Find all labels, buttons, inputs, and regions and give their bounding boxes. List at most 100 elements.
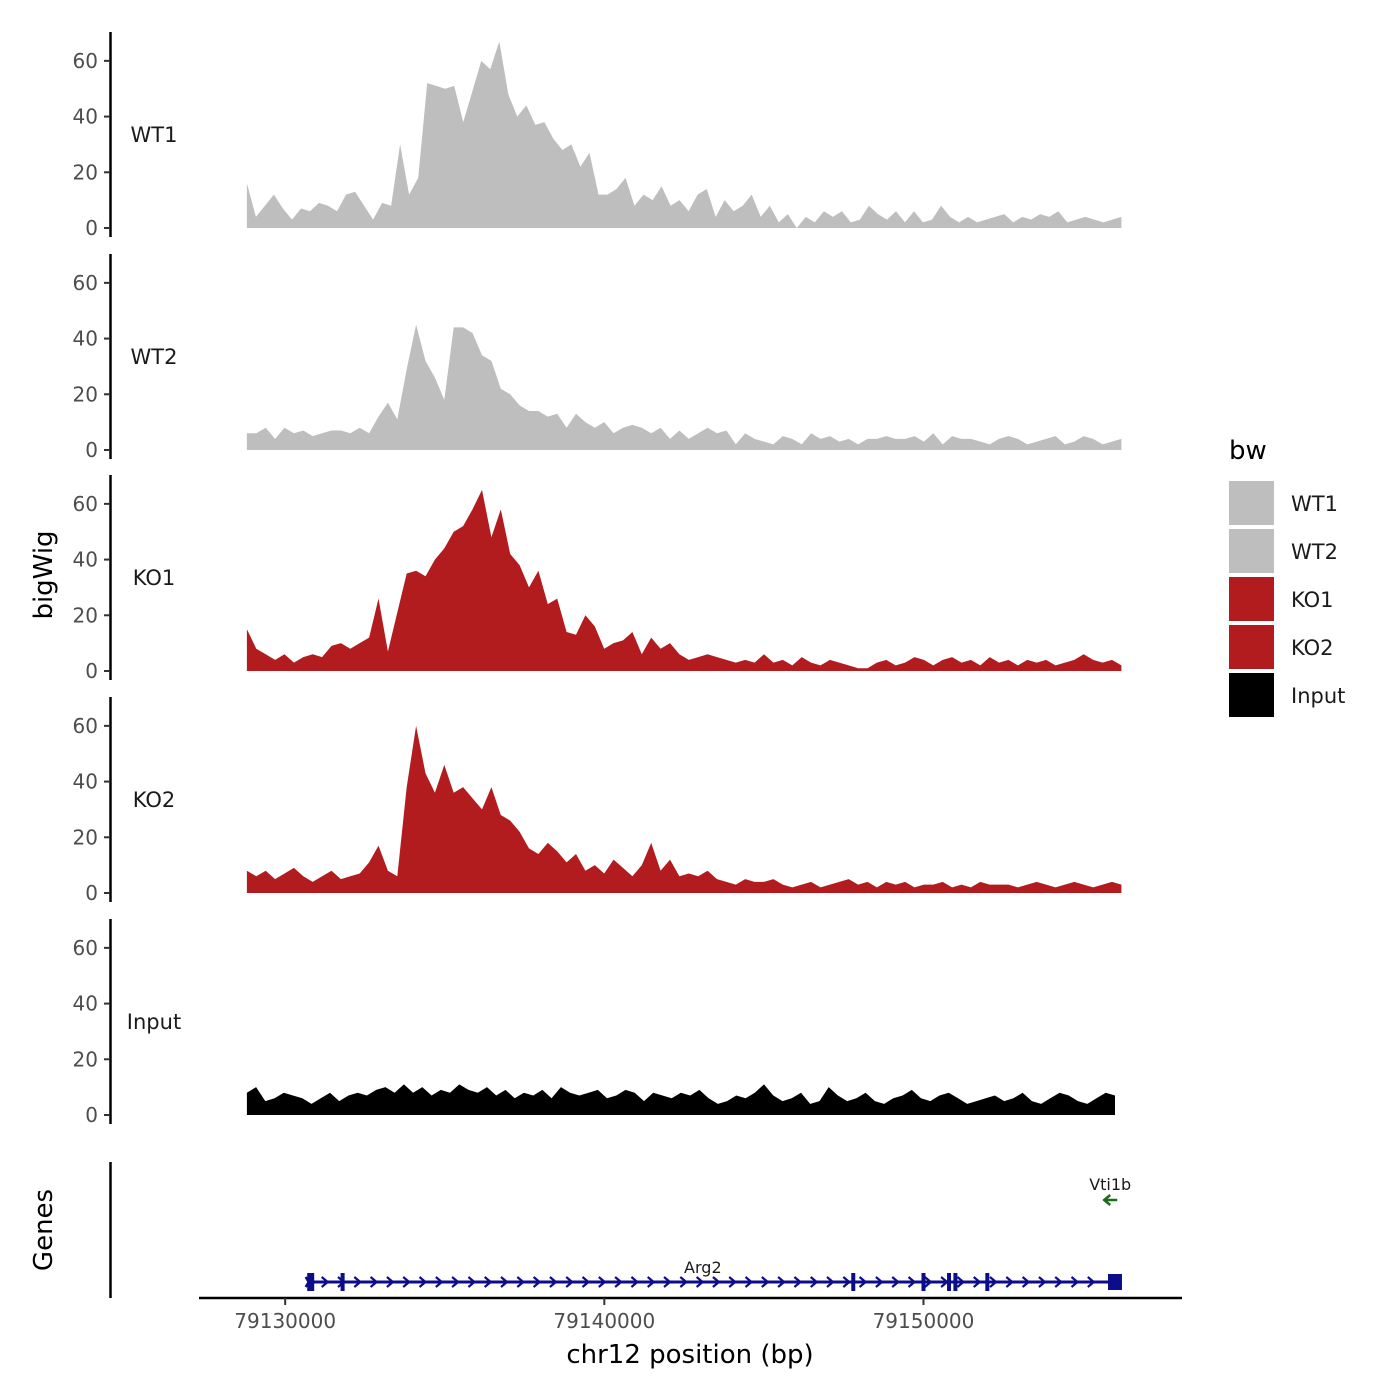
strand-arrow <box>1070 1276 1080 1288</box>
legend-swatch <box>1229 673 1274 717</box>
strand-arrow <box>646 1276 656 1288</box>
strand-arrow <box>875 1276 884 1288</box>
strand-arrow <box>777 1276 786 1288</box>
strand-arrow <box>516 1276 526 1288</box>
signal-area-wt2 <box>246 324 1122 450</box>
strand-arrow <box>532 1276 542 1288</box>
strand-arrow <box>972 1276 982 1288</box>
y-tick-label: 0 <box>85 216 98 240</box>
strand-arrow <box>842 1276 852 1288</box>
genes-panel-title: Genes <box>29 1189 59 1271</box>
exon <box>1107 1274 1122 1290</box>
legend-item-wt2: WT2 <box>1229 529 1338 573</box>
y-tick-label: 60 <box>73 49 98 73</box>
strand-arrow <box>418 1276 428 1288</box>
x-axis-title: chr12 position (bp) <box>566 1340 813 1370</box>
exon <box>307 1273 315 1291</box>
y-tick-label: 20 <box>73 603 98 627</box>
y-tick-label: 40 <box>73 105 98 129</box>
strand-arrow <box>630 1276 640 1288</box>
y-tick-label: 0 <box>85 881 98 905</box>
track-input: 0 20 40 60 Input <box>73 919 1115 1127</box>
strand-arrow <box>598 1276 607 1288</box>
track-label: Input <box>127 1010 181 1034</box>
strand-arrow <box>1005 1276 1015 1288</box>
signal-area-wt1 <box>246 41 1122 229</box>
y-tick-label: 0 <box>85 438 98 462</box>
legend-title: bw <box>1229 436 1267 466</box>
y-tick-label: 40 <box>73 548 98 572</box>
exon <box>953 1273 958 1291</box>
strand-arrow <box>858 1276 868 1288</box>
y-axis-title: bigWig <box>29 530 59 619</box>
track-wt1: 0 20 40 60 WT1 <box>73 32 1122 240</box>
strand-arrow <box>369 1276 379 1288</box>
y-tick-label: 60 <box>73 492 98 516</box>
signal-area-ko1 <box>246 489 1122 671</box>
legend-swatch <box>1229 529 1274 573</box>
strand-arrow <box>451 1276 460 1288</box>
strand-arrow <box>956 1276 966 1288</box>
track-ko1: 0 20 40 60 KO1 <box>73 475 1122 683</box>
strand-arrow <box>891 1276 900 1288</box>
x-tick-label: 79130000 <box>234 1309 336 1333</box>
legend-label: WT1 <box>1291 492 1338 516</box>
strand-arrow <box>1021 1276 1031 1288</box>
exon <box>947 1273 952 1291</box>
exon <box>921 1273 926 1291</box>
strand-arrow <box>565 1276 574 1288</box>
legend-item-ko2: KO2 <box>1229 625 1334 669</box>
strand-arrow <box>1102 1194 1111 1206</box>
y-tick-label: 40 <box>73 327 98 351</box>
exon <box>851 1273 856 1291</box>
track-label: KO2 <box>133 788 176 812</box>
strand-arrow <box>989 1276 998 1288</box>
gene-label: Arg2 <box>684 1258 722 1277</box>
legend: bw WT1 WT2 KO1 KO2 Input <box>1229 436 1345 717</box>
strand-arrow <box>402 1276 411 1288</box>
legend-swatch <box>1229 481 1274 525</box>
strand-arrow <box>1038 1276 1047 1288</box>
strand-arrow <box>679 1276 689 1288</box>
y-tick-label: 20 <box>73 382 98 406</box>
legend-item-wt1: WT1 <box>1229 481 1338 525</box>
legend-label: Input <box>1291 684 1345 708</box>
strand-arrow <box>1087 1276 1096 1288</box>
signal-area-ko2 <box>246 725 1122 893</box>
y-tick-label: 0 <box>85 659 98 683</box>
legend-item-ko1: KO1 <box>1229 577 1334 621</box>
strand-arrow <box>581 1276 591 1288</box>
strand-arrow <box>744 1276 754 1288</box>
strand-arrow <box>826 1276 835 1288</box>
exon <box>985 1273 990 1291</box>
strand-arrow <box>712 1276 721 1288</box>
legend-swatch <box>1229 625 1274 669</box>
strand-arrow <box>483 1276 493 1288</box>
gene-label: Vti1b <box>1089 1175 1131 1194</box>
strand-arrow <box>435 1276 444 1288</box>
gene-annotation-panel: Genes Arg2 Vti1b <box>29 1162 1131 1298</box>
strand-arrow <box>1054 1276 1063 1288</box>
strand-arrow <box>353 1276 363 1288</box>
y-tick-label: 40 <box>73 770 98 794</box>
exon <box>340 1273 345 1291</box>
strand-arrow <box>728 1276 737 1288</box>
strand-arrow <box>809 1276 819 1288</box>
strand-arrow <box>761 1276 770 1288</box>
signal-area-input <box>246 1084 1115 1115</box>
y-tick-label: 60 <box>73 936 98 960</box>
strand-arrow <box>467 1276 477 1288</box>
strand-arrow <box>386 1276 395 1288</box>
x-tick-label: 79150000 <box>873 1309 975 1333</box>
legend-label: KO2 <box>1291 636 1334 660</box>
legend-swatch <box>1229 577 1274 621</box>
y-tick-label: 60 <box>73 714 98 738</box>
track-label: WT2 <box>131 345 178 369</box>
strand-arrow <box>320 1276 330 1288</box>
strand-arrow <box>907 1276 917 1288</box>
x-tick-label: 79140000 <box>553 1309 655 1333</box>
y-tick-label: 20 <box>73 1047 98 1071</box>
gene-vti1b: Vti1b <box>1089 1175 1131 1206</box>
y-tick-label: 60 <box>73 271 98 295</box>
strand-arrow <box>663 1276 672 1288</box>
